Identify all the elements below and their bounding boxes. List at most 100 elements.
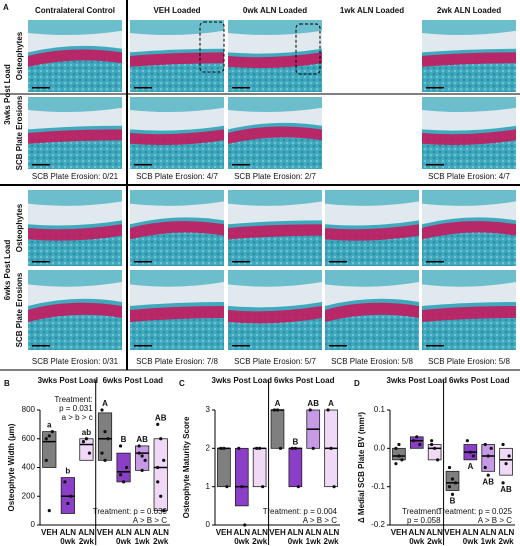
significance-letter: a <box>47 421 52 430</box>
annotation: a > b > c <box>62 413 93 422</box>
histology-image <box>228 270 322 350</box>
data-point <box>293 446 297 450</box>
histology-image <box>130 20 224 92</box>
column-header: 2wk ALN Loaded <box>437 6 501 15</box>
column-header: Contralateral Control <box>35 6 115 15</box>
data-point <box>237 446 241 450</box>
scale-bar <box>426 87 444 89</box>
significance-letter: ab <box>82 428 91 437</box>
data-point <box>81 440 86 444</box>
data-point <box>106 437 110 441</box>
column-header: VEH Loaded <box>153 6 200 15</box>
x-tick-label: ALN 0wk <box>462 528 479 546</box>
histology-image <box>130 97 224 169</box>
x-tick-label: ALN 2wk <box>251 528 268 546</box>
row-label: Osteophytes <box>15 203 24 252</box>
bone-texture <box>28 314 122 350</box>
box <box>217 447 231 488</box>
histology-image <box>28 97 122 169</box>
box <box>116 452 131 483</box>
significance-letter: B <box>121 435 127 444</box>
roi-box <box>295 23 321 75</box>
data-point <box>290 446 294 450</box>
scale-bar <box>426 261 444 263</box>
cartilage <box>422 306 516 322</box>
data-point <box>471 454 475 458</box>
data-point <box>430 439 434 443</box>
data-point <box>47 434 51 438</box>
annotation: Treatment: p = 0.004 <box>263 507 338 516</box>
row-label: Osteophytes <box>15 31 24 80</box>
box <box>42 431 57 468</box>
x-tick-label: VEH <box>41 528 58 537</box>
annotation: Treatment: <box>402 507 440 516</box>
box <box>481 444 496 472</box>
box <box>234 447 249 507</box>
box <box>288 447 303 488</box>
x-tick-label: VEH <box>269 528 286 537</box>
upper-bone <box>130 97 224 113</box>
x-tick-label: ALN 0wk <box>287 528 304 546</box>
x-tick-label: ALN 2wk <box>78 528 95 546</box>
data-point <box>44 458 48 462</box>
x-tick-label: ALN 1wk <box>480 528 497 546</box>
significance-letter: A <box>467 462 473 471</box>
cartilage <box>28 49 122 67</box>
data-point <box>483 465 487 470</box>
data-point <box>100 451 104 455</box>
data-point <box>501 442 505 447</box>
bone-texture <box>228 136 322 169</box>
y-tick-label: 800 <box>22 405 36 414</box>
group-title: 3wks Post Load <box>212 376 273 385</box>
data-point <box>159 437 163 441</box>
histology-image <box>422 20 516 92</box>
histology-image <box>130 270 224 350</box>
data-point <box>397 454 401 458</box>
data-point <box>433 446 437 450</box>
scale-bar <box>232 345 250 347</box>
data-point <box>63 480 67 484</box>
y-tick-label: 0.1 <box>374 405 386 414</box>
data-point <box>143 458 147 462</box>
histology-image <box>130 190 224 266</box>
histology-image <box>28 270 122 350</box>
scale-bar <box>32 345 50 347</box>
significance-letter: AB <box>307 399 319 408</box>
erosion-caption: SCB Plate Erosion: 4/7 <box>136 172 218 181</box>
annotation: Treatment: p = 0.039 <box>93 507 168 516</box>
erosion-caption: SCB Plate Erosion: 5/8 <box>331 357 413 366</box>
data-point <box>453 481 458 485</box>
data-point <box>225 485 229 489</box>
data-point <box>272 408 277 412</box>
cartilage <box>28 129 122 144</box>
upper-bone <box>422 270 516 287</box>
x-tick-label: VEH <box>216 528 233 537</box>
group-title: 3wks Post Load <box>38 376 99 385</box>
data-point <box>308 408 312 412</box>
erosion-caption: SCB Plate Erosion: 4/7 <box>428 172 510 181</box>
y-tick-label: 600 <box>22 434 36 443</box>
y-axis-label: Osteophyte Maturity Score <box>182 416 191 518</box>
column-header: 0wk ALN Loaded <box>243 6 307 15</box>
erosion-caption: SCB Plate Erosion: 5/8 <box>428 357 510 366</box>
annotation: A > B > C <box>478 516 512 525</box>
histology-image <box>325 190 419 266</box>
cartilage <box>28 302 122 322</box>
annotation: A > B > C <box>303 516 337 525</box>
data-point <box>222 446 226 450</box>
cartilage <box>130 221 224 240</box>
significance-letter: AB <box>155 413 167 422</box>
data-point <box>450 492 455 496</box>
cartilage <box>422 52 516 67</box>
erosion-caption: SCB Plate Erosion: 2/7 <box>234 172 316 181</box>
data-point <box>332 485 336 489</box>
data-point <box>162 509 166 513</box>
scale-bar <box>329 345 347 347</box>
cartilage <box>130 306 224 322</box>
data-point <box>501 481 505 485</box>
significance-letter: b <box>65 467 70 476</box>
x-tick-label: VEH <box>444 528 461 537</box>
histology-image <box>228 190 322 266</box>
bone-texture <box>130 231 224 266</box>
